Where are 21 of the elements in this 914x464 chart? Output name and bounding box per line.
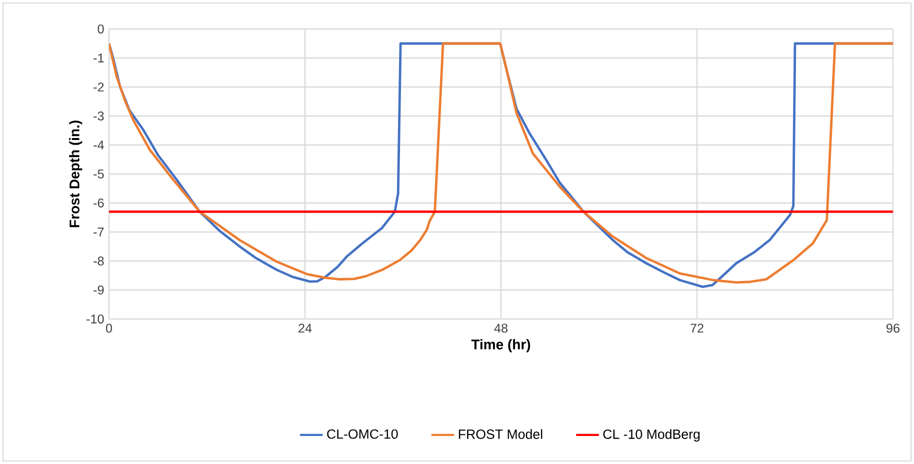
x-tick-label: 72: [690, 324, 704, 333]
x-tick-label: 24: [298, 324, 312, 333]
y-tick-label: -7: [94, 228, 104, 236]
legend-label: CL -10 ModBerg: [603, 429, 700, 442]
y-tick-label: 0: [98, 24, 104, 34]
legend-label: FROST Model: [458, 429, 542, 439]
y-tick-label: -5: [94, 170, 104, 178]
y-tick-label: -1: [94, 54, 104, 62]
y-tick-label: -8: [94, 256, 104, 266]
x-tick-label: 48: [494, 324, 508, 333]
legend-label: CL-OMC-10: [327, 429, 398, 439]
y-tick-label: -9: [94, 286, 104, 294]
y-tick-label: -2: [94, 82, 104, 92]
y-tick-label: -10: [86, 314, 104, 324]
y-tick-label: -4: [94, 140, 104, 150]
x-axis-title: Time (hr): [471, 339, 530, 352]
x-tick-label: 96: [886, 324, 900, 333]
y-tick-label: -3: [94, 112, 104, 120]
y-tick-label: -6: [94, 198, 104, 208]
x-tick-label: 0: [106, 324, 112, 333]
y-axis-title: Frost Depth (in.): [69, 120, 82, 228]
